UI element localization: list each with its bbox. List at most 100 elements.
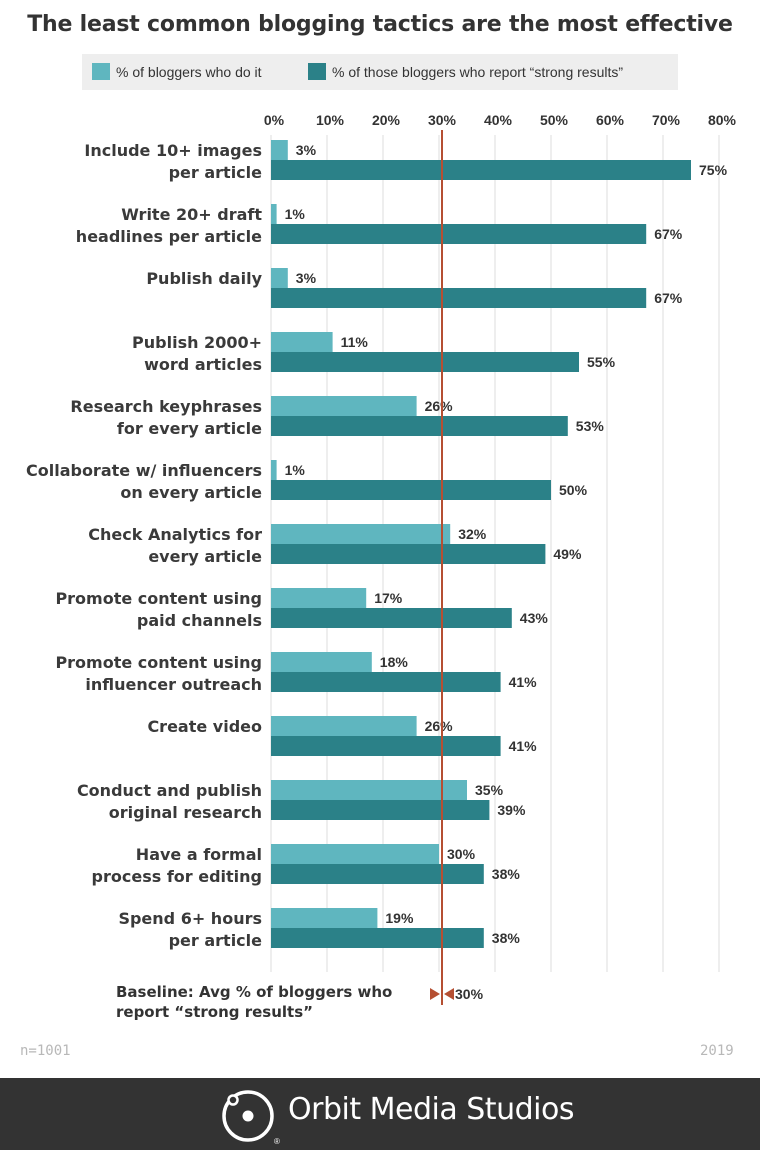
bar-do-it [271, 716, 417, 736]
baseline-label-line-1: Baseline: Avg % of bloggers who [116, 983, 393, 1001]
bar-do-it [271, 140, 288, 160]
data-label-strong-results: 39% [497, 802, 526, 818]
x-tick-label: 60% [596, 112, 625, 128]
bar-do-it [271, 396, 417, 416]
category-label: original research [109, 803, 262, 822]
category-label: on every article [120, 483, 262, 502]
data-label-strong-results: 43% [520, 610, 549, 626]
brand-name: Orbit Media Studios [288, 1092, 574, 1127]
bar-do-it [271, 588, 367, 608]
data-label-do-it: 3% [296, 142, 317, 158]
bar-strong-results [271, 352, 579, 372]
category-label: word articles [144, 355, 262, 374]
baseline-arrow-left [444, 988, 454, 1000]
x-tick-label: 70% [652, 112, 681, 128]
data-label-do-it: 19% [385, 910, 414, 926]
legend-item-series-1: % of bloggers who do it [92, 63, 262, 80]
category-label: Promote content using [55, 589, 262, 608]
footer-bar: ® Orbit Media Studios [0, 1078, 760, 1150]
category-label: Publish 2000+ [132, 333, 262, 352]
data-label-do-it: 26% [425, 398, 454, 414]
category-label: Have a formal [136, 845, 262, 864]
bar-strong-results [271, 800, 490, 820]
bar-strong-results [271, 480, 551, 500]
data-label-strong-results: 67% [654, 226, 683, 242]
baseline-value-label: 30% [455, 986, 484, 1002]
category-label: Conduct and publish [77, 781, 262, 800]
data-label-do-it: 11% [341, 334, 369, 350]
data-label-strong-results: 53% [576, 418, 605, 434]
legend-item-series-2: % of those bloggers who report “strong r… [308, 63, 623, 80]
category-label: Collaborate w/ influencers [26, 461, 262, 480]
orbit-logo-icon: ® [222, 1090, 280, 1146]
category-label: per article [169, 931, 263, 950]
bar-do-it [271, 844, 439, 864]
chart-title: The least common blogging tactics are th… [27, 12, 733, 37]
bar-do-it [271, 652, 372, 672]
data-label-do-it: 3% [296, 270, 317, 286]
bar-strong-results [271, 544, 546, 564]
category-label: Publish daily [146, 269, 262, 288]
category-label: every article [148, 547, 262, 566]
bar-strong-results [271, 864, 484, 884]
category-label: paid channels [137, 611, 262, 630]
bar-do-it [271, 524, 451, 544]
bar-strong-results [271, 288, 647, 308]
year-note: 2019 [700, 1043, 734, 1059]
bar-do-it [271, 460, 277, 480]
bar-strong-results [271, 736, 501, 756]
category-label: Include 10+ images [84, 141, 262, 160]
x-tick-label: 80% [708, 112, 737, 128]
data-label-strong-results: 75% [699, 162, 728, 178]
legend: % of bloggers who do it % of those blogg… [82, 54, 678, 90]
data-label-strong-results: 38% [492, 930, 521, 946]
category-label: Research keyphrases [70, 397, 262, 416]
bar-chart: 0% 10% 20% 30% 40% 50% 60% 70% 80% Include 10+ im… [26, 112, 737, 1005]
legend-label-series-2: % of those bloggers who report “strong r… [332, 63, 624, 80]
x-tick-label: 10% [316, 112, 345, 128]
data-label-strong-results: 38% [492, 866, 521, 882]
data-label-do-it: 32% [458, 526, 487, 542]
category-label: Create video [147, 717, 262, 736]
category-label: headlines per article [76, 227, 262, 246]
bar-do-it [271, 332, 333, 352]
category-label: influencer outreach [85, 675, 262, 694]
data-label-do-it: 18% [380, 654, 409, 670]
baseline-label: Baseline: Avg % of bloggers who report “… [116, 982, 392, 1022]
data-label-do-it: 1% [285, 206, 306, 222]
legend-swatch-series-1 [92, 63, 110, 80]
category-label: per article [169, 163, 263, 182]
category-label: Check Analytics for [88, 525, 262, 544]
bar-strong-results [271, 160, 691, 180]
svg-text:®: ® [274, 1137, 280, 1146]
category-label: process for editing [92, 867, 262, 886]
x-tick-label: 30% [428, 112, 457, 128]
category-label: Promote content using [55, 653, 262, 672]
legend-label-series-1: % of bloggers who do it [116, 63, 262, 80]
data-label-do-it: 17% [374, 590, 403, 606]
x-tick-label: 40% [484, 112, 513, 128]
bar-do-it [271, 908, 378, 928]
bar-strong-results [271, 928, 484, 948]
x-tick-label: 0% [264, 112, 285, 128]
legend-swatch-series-2 [308, 63, 326, 80]
bar-strong-results [271, 416, 568, 436]
data-label-strong-results: 41% [509, 674, 538, 690]
data-label-strong-results: 41% [509, 738, 538, 754]
category-label: Write 20+ draft [121, 205, 262, 224]
x-tick-label: 20% [372, 112, 401, 128]
bar-strong-results [271, 672, 501, 692]
data-label-strong-results: 67% [654, 290, 683, 306]
data-label-do-it: 1% [285, 462, 306, 478]
baseline-arrow-right [430, 988, 440, 1000]
data-label-do-it: 35% [475, 782, 504, 798]
baseline-label-line-2: report “strong results” [116, 1003, 313, 1021]
bar-do-it [271, 780, 467, 800]
x-tick-label: 50% [540, 112, 569, 128]
data-label-strong-results: 55% [587, 354, 616, 370]
data-label-do-it: 30% [447, 846, 476, 862]
category-label: for every article [117, 419, 262, 438]
category-label: Spend 6+ hours [118, 909, 262, 928]
bar-do-it [271, 204, 277, 224]
bar-strong-results [271, 224, 647, 244]
